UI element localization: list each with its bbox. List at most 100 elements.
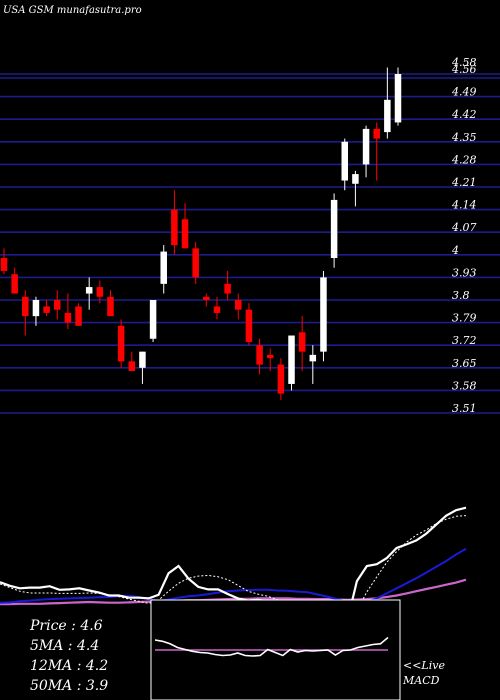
candle-body	[288, 335, 295, 384]
candle	[288, 335, 295, 391]
candle	[160, 245, 167, 294]
candle-body	[43, 306, 50, 313]
ma5-readout: 5MA : 4.4	[30, 638, 99, 654]
candle-body	[53, 300, 61, 310]
candle-body	[298, 332, 306, 352]
price-tick-label: 4.14	[451, 199, 477, 212]
live-macd-label: <<Live MACD	[402, 659, 445, 687]
price-tick-label: 4.42	[451, 108, 477, 121]
candle-body	[373, 128, 380, 139]
candle-body	[341, 141, 349, 181]
candle	[256, 338, 263, 375]
candlesticks	[0, 67, 402, 401]
candle-body	[352, 174, 359, 184]
candle	[192, 241, 199, 284]
candle	[107, 290, 114, 317]
candle-body	[85, 287, 93, 294]
price-tick-label: 4.07	[451, 221, 477, 234]
candle	[203, 293, 210, 307]
candle-body	[107, 296, 114, 317]
candle-body	[384, 99, 391, 133]
chart-title: USA GSM munafasutra.pro	[3, 5, 142, 16]
candle-body	[128, 361, 136, 372]
price-tick-label: 3.58	[452, 379, 477, 392]
price-tick-label: 4	[451, 244, 459, 257]
candle-body	[213, 306, 221, 313]
candle-body	[75, 306, 82, 326]
candle-body	[362, 128, 370, 165]
candle-body	[149, 300, 157, 339]
candle	[181, 203, 189, 249]
candle	[245, 303, 253, 346]
price-tick-label: 3.79	[452, 312, 477, 325]
ma-short-line	[0, 515, 467, 625]
candle-body	[22, 296, 29, 317]
indicator-panel	[0, 506, 467, 640]
candle-body	[330, 199, 338, 259]
ma-mid-line	[0, 547, 467, 604]
candle-body	[11, 274, 18, 294]
candle	[298, 316, 306, 372]
price-tick-label: 4.49	[451, 86, 477, 99]
ma50-readout: 50MA : 3.9	[30, 678, 108, 694]
candle-body	[256, 345, 263, 365]
candle-body	[245, 309, 253, 342]
candle-body	[235, 300, 242, 310]
candle-body	[0, 258, 8, 271]
candle-body	[309, 354, 317, 362]
candle-body	[192, 248, 199, 278]
ma-long-line	[0, 578, 467, 606]
candle	[235, 293, 242, 320]
candle	[171, 190, 178, 255]
candle-body	[277, 364, 285, 394]
candle-body	[203, 296, 210, 300]
price-tick-label: 3.8	[452, 289, 470, 302]
price-tick-label: 3.51	[452, 402, 477, 415]
candle-body	[160, 251, 167, 284]
price-tick-label: 4.21	[451, 176, 477, 189]
candle-body	[320, 277, 327, 352]
ma12-readout: 12MA : 4.2	[30, 658, 108, 674]
live-label: <<Live	[403, 659, 445, 672]
candle	[373, 122, 380, 181]
candle	[96, 280, 104, 304]
price-tick-label: 3.65	[452, 357, 477, 370]
price-gridlines	[0, 73, 500, 414]
candle	[341, 138, 349, 191]
candle	[394, 67, 402, 126]
candle-body	[394, 74, 402, 123]
candle	[32, 296, 40, 326]
candle	[213, 296, 221, 320]
candle	[128, 351, 136, 372]
candle	[139, 351, 146, 384]
info-panel: Price : 4.6 5MA : 4.4 12MA : 4.2 50MA : …	[29, 618, 108, 694]
candle	[85, 277, 93, 310]
candle	[352, 170, 359, 207]
price-line	[0, 506, 467, 640]
candle	[362, 125, 370, 178]
candle	[53, 290, 61, 320]
candle	[75, 303, 82, 326]
price-tick-label: 4.35	[451, 131, 477, 144]
candle-body	[32, 300, 40, 317]
price-tick-label: 3.93	[452, 266, 477, 279]
candle	[149, 300, 157, 342]
candle-body	[139, 351, 146, 368]
macd-line	[154, 636, 389, 657]
candle	[320, 270, 327, 362]
candle	[330, 193, 338, 268]
price-readout: Price : 4.6	[29, 618, 103, 634]
candle-body	[96, 287, 104, 297]
candle	[384, 67, 391, 139]
candle	[266, 348, 274, 372]
price-tick-label: 4.56	[451, 63, 477, 76]
candle-body	[117, 325, 125, 362]
candle	[0, 248, 8, 275]
candle-body	[171, 209, 178, 246]
macd-label: MACD	[402, 674, 440, 687]
candle	[22, 290, 29, 336]
candle-body	[224, 283, 231, 294]
candle	[224, 270, 231, 300]
